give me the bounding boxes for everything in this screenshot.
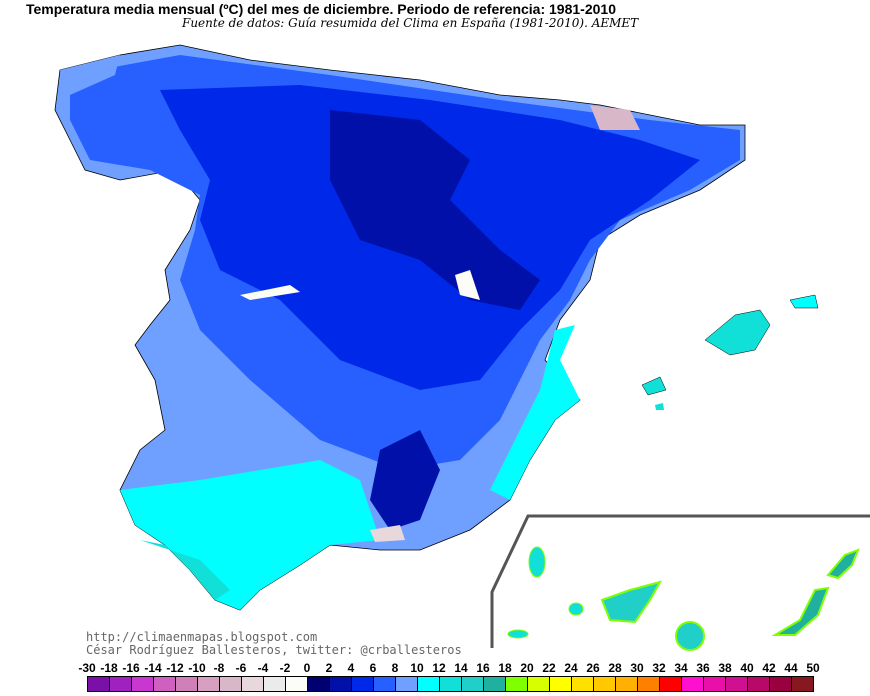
canary-inset-frame bbox=[490, 514, 870, 648]
legend-swatch bbox=[308, 677, 330, 691]
legend-swatch bbox=[792, 677, 813, 691]
legend-label: 38 bbox=[718, 661, 732, 675]
legend-label: 12 bbox=[432, 661, 446, 675]
legend-label: 22 bbox=[542, 661, 556, 675]
legend-label: 44 bbox=[784, 661, 798, 675]
legend-swatch bbox=[638, 677, 660, 691]
region-0-gredos bbox=[240, 285, 300, 300]
island-la-palma bbox=[528, 546, 546, 578]
island-gran-canaria bbox=[675, 621, 705, 651]
legend-swatch bbox=[726, 677, 748, 691]
legend-label: 50 bbox=[806, 661, 820, 675]
island-la-gomera bbox=[568, 602, 584, 616]
legend-label: 2 bbox=[325, 661, 333, 675]
legend-swatch bbox=[550, 677, 572, 691]
legend-label: 32 bbox=[652, 661, 666, 675]
region-2-4 bbox=[330, 110, 540, 310]
legend-label: 20 bbox=[520, 661, 534, 675]
legend-swatch bbox=[418, 677, 440, 691]
legend-swatch bbox=[682, 677, 704, 691]
legend-swatch bbox=[330, 677, 352, 691]
legend-swatch bbox=[660, 677, 682, 691]
credit-author: César Rodríguez Ballesteros, twitter: @c… bbox=[86, 643, 462, 657]
legend-label: 34 bbox=[674, 661, 688, 675]
legend-label: -12 bbox=[166, 661, 184, 675]
island-lanzarote bbox=[826, 548, 860, 580]
legend-label: -2 bbox=[279, 661, 291, 675]
legend-swatch bbox=[594, 677, 616, 691]
legend-label: 6 bbox=[369, 661, 377, 675]
legend-label: -10 bbox=[188, 661, 206, 675]
region-12-14-south bbox=[140, 540, 230, 600]
legend-swatch bbox=[506, 677, 528, 691]
legend-swatch bbox=[352, 677, 374, 691]
legend-swatch bbox=[484, 677, 506, 691]
legend-swatch bbox=[572, 677, 594, 691]
legend-swatch bbox=[616, 677, 638, 691]
legend-label: 10 bbox=[410, 661, 424, 675]
region-0-nevada bbox=[370, 525, 405, 542]
legend-label: 24 bbox=[564, 661, 578, 675]
legend-label: 18 bbox=[498, 661, 512, 675]
legend-label: -16 bbox=[122, 661, 140, 675]
legend-label: -18 bbox=[100, 661, 118, 675]
legend-swatch bbox=[286, 677, 308, 691]
legend-swatch bbox=[704, 677, 726, 691]
region-10-12-north bbox=[60, 55, 120, 95]
legend-swatch bbox=[528, 677, 550, 691]
region-0-central bbox=[455, 270, 480, 300]
island-menorca bbox=[789, 294, 819, 309]
island-el-hierro bbox=[507, 629, 529, 639]
legend-label: 0 bbox=[303, 661, 311, 675]
legend-label: 26 bbox=[586, 661, 600, 675]
region-10-12-south bbox=[120, 460, 380, 610]
legend-swatch bbox=[132, 677, 154, 691]
legend-label: 42 bbox=[762, 661, 776, 675]
island-ibiza bbox=[641, 376, 667, 396]
legend-label: -14 bbox=[144, 661, 162, 675]
legend-swatch bbox=[110, 677, 132, 691]
legend-swatch bbox=[176, 677, 198, 691]
legend-labels: -30 -18 -16 -14 -12 -10 -8 -6 -4 -2 0 2 4 6 8 10 12 14 16 1… bbox=[76, 661, 824, 675]
map-source: Fuente de datos: Guía resumida del Clima… bbox=[182, 16, 639, 30]
legend-swatch bbox=[154, 677, 176, 691]
legend-label: -30 bbox=[78, 661, 96, 675]
legend-label: 30 bbox=[630, 661, 644, 675]
map-title: Temperatura media mensual (ºC) del mes d… bbox=[26, 1, 616, 17]
legend-swatch bbox=[220, 677, 242, 691]
island-fuerteventura bbox=[771, 586, 830, 636]
island-formentera bbox=[655, 403, 664, 410]
legend-label: -4 bbox=[257, 661, 269, 675]
legend-swatch bbox=[242, 677, 264, 691]
legend-swatch bbox=[264, 677, 286, 691]
legend-swatch bbox=[374, 677, 396, 691]
legend-swatch bbox=[748, 677, 770, 691]
legend-swatch bbox=[396, 677, 418, 691]
region-2-4-south bbox=[370, 430, 440, 530]
region-10-12-east bbox=[490, 325, 580, 500]
region-below-0-pyrenees bbox=[590, 105, 640, 130]
legend-swatch bbox=[198, 677, 220, 691]
island-tenerife bbox=[600, 580, 663, 624]
island-mallorca bbox=[704, 309, 771, 356]
legend-label: 14 bbox=[454, 661, 468, 675]
legend-swatch bbox=[770, 677, 792, 691]
legend-swatch bbox=[88, 677, 110, 691]
legend-label: -8 bbox=[213, 661, 225, 675]
legend-label: -6 bbox=[235, 661, 247, 675]
legend-label: 36 bbox=[696, 661, 710, 675]
credit-url: http://climaenmapas.blogspot.com bbox=[86, 630, 318, 644]
legend-label: 8 bbox=[391, 661, 399, 675]
legend-label: 40 bbox=[740, 661, 754, 675]
legend-swatch bbox=[440, 677, 462, 691]
legend-label: 16 bbox=[476, 661, 490, 675]
legend-color-bar bbox=[87, 676, 814, 692]
legend-swatch bbox=[462, 677, 484, 691]
legend-label: 4 bbox=[347, 661, 355, 675]
legend-label: 28 bbox=[608, 661, 622, 675]
